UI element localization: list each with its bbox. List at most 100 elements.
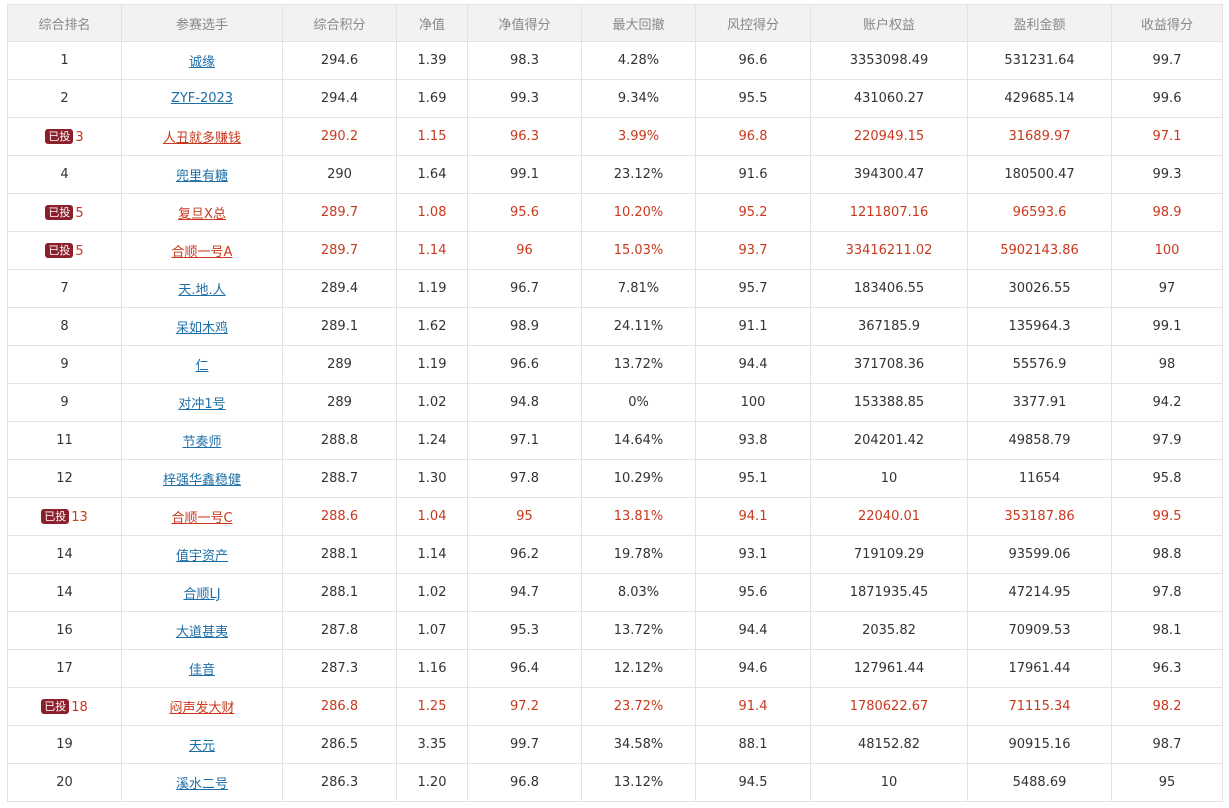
total-score-cell: 289.4 xyxy=(282,269,397,308)
player-link[interactable]: 闷声发大财 xyxy=(169,701,235,716)
rank-cell: 11 xyxy=(7,421,122,460)
rank-cell: 已投 3 xyxy=(7,117,122,156)
nav-cell: 1.02 xyxy=(396,573,468,612)
max-drawdown-cell: 4.28% xyxy=(581,41,696,80)
profit-cell: 47214.95 xyxy=(967,573,1112,612)
player-link[interactable]: 复旦X总 xyxy=(178,207,226,222)
player-cell: 诚缘 xyxy=(121,41,283,80)
max-drawdown-cell: 10.29% xyxy=(581,459,696,498)
table-row: 7 天.地.人 289.4 1.19 96.7 7.81% 95.7 183406.55 300… xyxy=(7,269,1223,308)
player-cell: 呆如木鸡 xyxy=(121,307,283,346)
total-score-cell: 286.3 xyxy=(282,763,397,802)
account-equity-cell: 431060.27 xyxy=(810,79,968,118)
return-score-cell: 98.7 xyxy=(1111,725,1223,764)
player-link[interactable]: 佳音 xyxy=(188,663,215,678)
table-header: 综合排名 参赛选手 综合积分 净值 净值得分 最大回撤 风控得分 账户权益 盈利金额 收益得分 xyxy=(7,4,1223,42)
table-row: 12 梓强华鑫稳健 288.7 1.30 97.8 10.29% 95.1 10 11654 95… xyxy=(7,459,1223,498)
return-score-cell: 95 xyxy=(1111,763,1223,802)
rank-cell: 14 xyxy=(7,535,122,574)
player-link[interactable]: 兜里有糖 xyxy=(175,169,228,184)
max-drawdown-cell: 15.03% xyxy=(581,231,696,270)
total-score-cell: 294.6 xyxy=(282,41,397,80)
return-score-cell: 99.7 xyxy=(1111,41,1223,80)
player-link[interactable]: 梓强华鑫稳健 xyxy=(162,473,241,488)
player-cell: 合顺一号C xyxy=(121,497,283,536)
return-score-cell: 99.3 xyxy=(1111,155,1223,194)
ranking-table: 综合排名 参赛选手 综合积分 净值 净值得分 最大回撤 风控得分 账户权益 盈利金额 收益得分 1… xyxy=(7,4,1223,802)
rank-value: 9 xyxy=(60,395,69,410)
profit-cell: 71115.34 xyxy=(967,687,1112,726)
table-row: 8 呆如木鸡 289.1 1.62 98.9 24.11% 91.1 367185.9 1359… xyxy=(7,307,1223,346)
player-link[interactable]: 对冲1号 xyxy=(178,397,226,412)
profit-cell: 180500.47 xyxy=(967,155,1112,194)
rank-cell: 8 xyxy=(7,307,122,346)
table-row: 已投 5 复旦X总 289.7 1.08 95.6 10.20% 95.2 1211807.16… xyxy=(7,193,1223,232)
nav-score-cell: 97.8 xyxy=(467,459,582,498)
max-drawdown-cell: 24.11% xyxy=(581,307,696,346)
player-link[interactable]: 溪水二号 xyxy=(175,777,228,792)
return-score-cell: 98.2 xyxy=(1111,687,1223,726)
rank-value: 14 xyxy=(56,585,73,600)
profit-cell: 11654 xyxy=(967,459,1112,498)
header-total-score: 综合积分 xyxy=(282,4,397,42)
player-link[interactable]: ZYF-2023 xyxy=(170,91,234,106)
rank-value: 3 xyxy=(75,129,84,145)
player-link[interactable]: 人丑就多赚钱 xyxy=(162,131,241,146)
return-score-cell: 100 xyxy=(1111,231,1223,270)
table-row: 4 兜里有糖 290 1.64 99.1 23.12% 91.6 394300.47 18050… xyxy=(7,155,1223,194)
player-link[interactable]: 仁 xyxy=(195,359,209,374)
player-link[interactable]: 呆如木鸡 xyxy=(175,321,228,336)
risk-score-cell: 93.1 xyxy=(695,535,811,574)
nav-score-cell: 95.6 xyxy=(467,193,582,232)
rank-value: 1 xyxy=(60,53,69,68)
player-cell: 闷声发大财 xyxy=(121,687,283,726)
player-cell: 复旦X总 xyxy=(121,193,283,232)
nav-cell: 1.04 xyxy=(396,497,468,536)
account-equity-cell: 204201.42 xyxy=(810,421,968,460)
player-link[interactable]: 大道甚夷 xyxy=(175,625,228,640)
total-score-cell: 288.1 xyxy=(282,535,397,574)
account-equity-cell: 10 xyxy=(810,763,968,802)
account-equity-cell: 183406.55 xyxy=(810,269,968,308)
nav-cell: 1.24 xyxy=(396,421,468,460)
profit-cell: 429685.14 xyxy=(967,79,1112,118)
nav-score-cell: 96.7 xyxy=(467,269,582,308)
risk-score-cell: 94.6 xyxy=(695,649,811,688)
table-row: 14 合顺LJ 288.1 1.02 94.7 8.03% 95.6 1871935.45 47… xyxy=(7,573,1223,612)
account-equity-cell: 127961.44 xyxy=(810,649,968,688)
nav-score-cell: 95.3 xyxy=(467,611,582,650)
rank-value: 16 xyxy=(56,623,73,638)
rank-cell: 1 xyxy=(7,41,122,80)
nav-score-cell: 96.4 xyxy=(467,649,582,688)
profit-cell: 5488.69 xyxy=(967,763,1112,802)
player-link[interactable]: 节奏师 xyxy=(182,435,222,450)
return-score-cell: 99.5 xyxy=(1111,497,1223,536)
nav-cell: 1.19 xyxy=(396,269,468,308)
player-link[interactable]: 天元 xyxy=(188,739,215,754)
rank-cell: 已投 5 xyxy=(7,193,122,232)
total-score-cell: 289.7 xyxy=(282,193,397,232)
max-drawdown-cell: 19.78% xyxy=(581,535,696,574)
nav-score-cell: 96 xyxy=(467,231,582,270)
nav-cell: 1.16 xyxy=(396,649,468,688)
player-link[interactable]: 合顺一号C xyxy=(171,511,233,526)
nav-cell: 1.14 xyxy=(396,231,468,270)
nav-cell: 1.64 xyxy=(396,155,468,194)
profit-cell: 31689.97 xyxy=(967,117,1112,156)
player-link[interactable]: 合顺LJ xyxy=(183,587,221,602)
risk-score-cell: 94.4 xyxy=(695,611,811,650)
player-link[interactable]: 值宇资产 xyxy=(175,549,228,564)
nav-cell: 1.19 xyxy=(396,345,468,384)
risk-score-cell: 95.1 xyxy=(695,459,811,498)
return-score-cell: 94.2 xyxy=(1111,383,1223,422)
return-score-cell: 97.1 xyxy=(1111,117,1223,156)
player-link[interactable]: 合顺一号A xyxy=(171,245,233,260)
header-max-drawdown: 最大回撤 xyxy=(581,4,696,42)
risk-score-cell: 91.4 xyxy=(695,687,811,726)
player-link[interactable]: 天.地.人 xyxy=(178,283,226,298)
total-score-cell: 290 xyxy=(282,155,397,194)
risk-score-cell: 93.8 xyxy=(695,421,811,460)
invested-badge: 已投 xyxy=(41,508,70,524)
nav-score-cell: 96.6 xyxy=(467,345,582,384)
player-link[interactable]: 诚缘 xyxy=(188,55,215,70)
